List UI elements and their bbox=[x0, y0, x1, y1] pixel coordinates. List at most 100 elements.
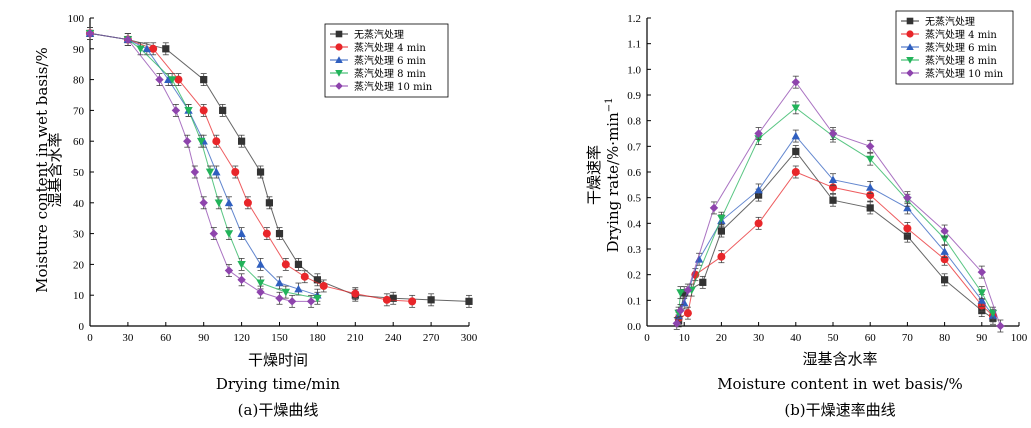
chart-a-data-point bbox=[123, 35, 133, 44]
chart-a-data-point bbox=[214, 199, 224, 207]
chart-a-x-tick-label: 30 bbox=[122, 332, 134, 344]
chart-a-y-tick-label: 20 bbox=[73, 259, 85, 271]
chart-b-y-tick-label: 1.0 bbox=[627, 64, 641, 76]
chart-b-xlabel-cn: 湿基含水率 bbox=[802, 350, 877, 368]
chart-b-data-point bbox=[754, 219, 763, 228]
chart-b-y-tick-label: 0.0 bbox=[627, 321, 641, 333]
chart-b-data-point bbox=[676, 306, 685, 315]
chart-b-series-line bbox=[678, 171, 994, 319]
chart-b-data-point bbox=[903, 232, 911, 240]
chart-a-xlabel-cn: 干燥时间 bbox=[248, 351, 308, 369]
chart-a-data-point bbox=[262, 229, 271, 238]
chart-a-data-point bbox=[265, 199, 273, 207]
chart-b-y-tick-label: 1.1 bbox=[627, 39, 641, 51]
chart-a-y-tick-label: 10 bbox=[73, 290, 85, 302]
chart-b-legend-marker bbox=[906, 30, 914, 38]
chart-a-y-tick-label: 0 bbox=[79, 321, 85, 333]
chart-a-x-tick-label: 120 bbox=[233, 332, 250, 344]
chart-a-caption: (a)干燥曲线 bbox=[238, 401, 319, 419]
chart-b-data-point bbox=[754, 185, 763, 194]
chart-a-legend-label: 蒸汽处理 4 min bbox=[354, 41, 426, 54]
chart-b-data-point bbox=[676, 289, 685, 297]
chart-b-series-line bbox=[678, 135, 994, 317]
chart-b-x-tick-label: 40 bbox=[790, 332, 802, 344]
chart-a-ylabel-cn: 湿基含水率 bbox=[46, 132, 64, 207]
chart-a-data-point bbox=[190, 167, 200, 177]
chart-a-y-tick-label: 60 bbox=[73, 136, 85, 148]
chart-b-ylabel-sup: −1 bbox=[604, 97, 615, 112]
chart-b-x-tick-label: 100 bbox=[1011, 332, 1028, 344]
chart-b-data-point bbox=[866, 183, 875, 191]
chart-a-data-point bbox=[408, 297, 417, 306]
chart-a-data-point bbox=[237, 275, 246, 284]
chart-a-y-tick-label: 50 bbox=[73, 167, 85, 179]
chart-b-y-tick-label: 0.1 bbox=[627, 295, 641, 307]
chart-a-legend-marker bbox=[335, 30, 343, 38]
chart-a-data-point bbox=[209, 229, 219, 238]
chart-a-data-point bbox=[199, 198, 208, 207]
chart-b-data-point bbox=[829, 196, 837, 204]
chart-b: 0 10 20 30 40 50 60 70 80 90 100 0.0 0.1 0.2 0.3 0.4 0.5… bbox=[585, 10, 1028, 419]
chart-b-data-point bbox=[791, 77, 800, 87]
chart-b-legend-label: 蒸汽处理 10 min bbox=[925, 67, 1004, 80]
chart-a-data-point bbox=[205, 168, 215, 177]
chart-b-data-point bbox=[683, 309, 692, 318]
chart-a-data-point bbox=[281, 288, 291, 297]
chart-b-data-point bbox=[672, 319, 681, 328]
chart-b-legend-marker bbox=[906, 17, 914, 25]
chart-a-x-tick-label: 240 bbox=[385, 332, 402, 344]
chart-a-x-tick-label: 90 bbox=[198, 332, 210, 344]
chart-a-ylabel-en: Moisture content in wet basis/% bbox=[33, 47, 51, 293]
chart-a-legend-label: 蒸汽处理 10 min bbox=[354, 80, 433, 93]
chart-a-y-tick-label: 30 bbox=[73, 229, 85, 241]
chart-a-data-point bbox=[319, 281, 328, 290]
chart-a-data-point bbox=[237, 229, 246, 237]
chart-a-data-point bbox=[155, 75, 164, 84]
chart-a-x-tick-label: 210 bbox=[347, 332, 364, 344]
chart-a-data-point bbox=[256, 260, 265, 268]
chart-b-data-point bbox=[792, 147, 800, 156]
chart-a-data-point bbox=[351, 289, 360, 298]
chart-a-y-tick-label: 40 bbox=[73, 198, 85, 210]
chart-b-x-tick-label: 20 bbox=[716, 332, 728, 344]
chart-b-data-point bbox=[866, 204, 874, 212]
chart-a-data-point bbox=[256, 279, 265, 288]
chart-b-ylabel-en-main: Drying rate/%·min bbox=[604, 112, 622, 253]
chart-a-y-tick-label: 90 bbox=[73, 44, 85, 56]
chart-b-x-tick-label: 70 bbox=[902, 332, 914, 344]
chart-a-data-point bbox=[275, 230, 284, 238]
chart-b-data-point bbox=[940, 226, 949, 236]
chart-b-ylabel-en: Drying rate/%·min−1 bbox=[604, 97, 622, 252]
chart-a-data-point bbox=[275, 278, 284, 287]
chart-a: 0 30 60 90 120 150 180 210 240 270 300 0 10 20 30 40 50 6… bbox=[33, 13, 478, 419]
chart-b-data-point bbox=[717, 227, 725, 235]
chart-a-data-point bbox=[306, 297, 316, 306]
chart-b-ylabel-cn: 干燥速率 bbox=[585, 145, 603, 205]
chart-a-data-point bbox=[275, 294, 284, 303]
chart-a-legend-label: 无蒸汽处理 bbox=[354, 28, 404, 41]
chart-b-y-tick-label: 0.2 bbox=[627, 270, 641, 282]
chart-a-xlabel-en: Drying time/min bbox=[216, 375, 340, 393]
chart-b-data-point bbox=[717, 214, 726, 223]
chart-b-data-point bbox=[828, 175, 838, 184]
chart-b-x-tick-label: 50 bbox=[828, 332, 840, 344]
chart-a-x-tick-label: 60 bbox=[160, 332, 172, 344]
chart-b-legend-label: 蒸汽处理 4 min bbox=[925, 28, 997, 41]
chart-b-data-point bbox=[828, 129, 838, 138]
chart-b-x-tick-label: 80 bbox=[939, 332, 951, 344]
chart-b-data-point bbox=[709, 203, 719, 213]
chart-a-data-point bbox=[231, 168, 240, 176]
chart-b-data-point bbox=[977, 296, 986, 304]
chart-a-data-point bbox=[224, 266, 234, 275]
chart-b-data-point bbox=[699, 278, 707, 286]
chart-a-data-point bbox=[85, 29, 95, 38]
chart-a-data-point bbox=[256, 168, 265, 176]
chart-a-legend-marker bbox=[335, 43, 343, 51]
chart-a-data-point bbox=[142, 44, 152, 53]
chart-a-data-point bbox=[382, 295, 391, 304]
chart-a-x-tick-label: 300 bbox=[461, 332, 478, 344]
chart-b-data-point bbox=[683, 285, 693, 295]
chart-b-data-point bbox=[754, 129, 763, 138]
chart-a-data-point bbox=[313, 294, 322, 303]
